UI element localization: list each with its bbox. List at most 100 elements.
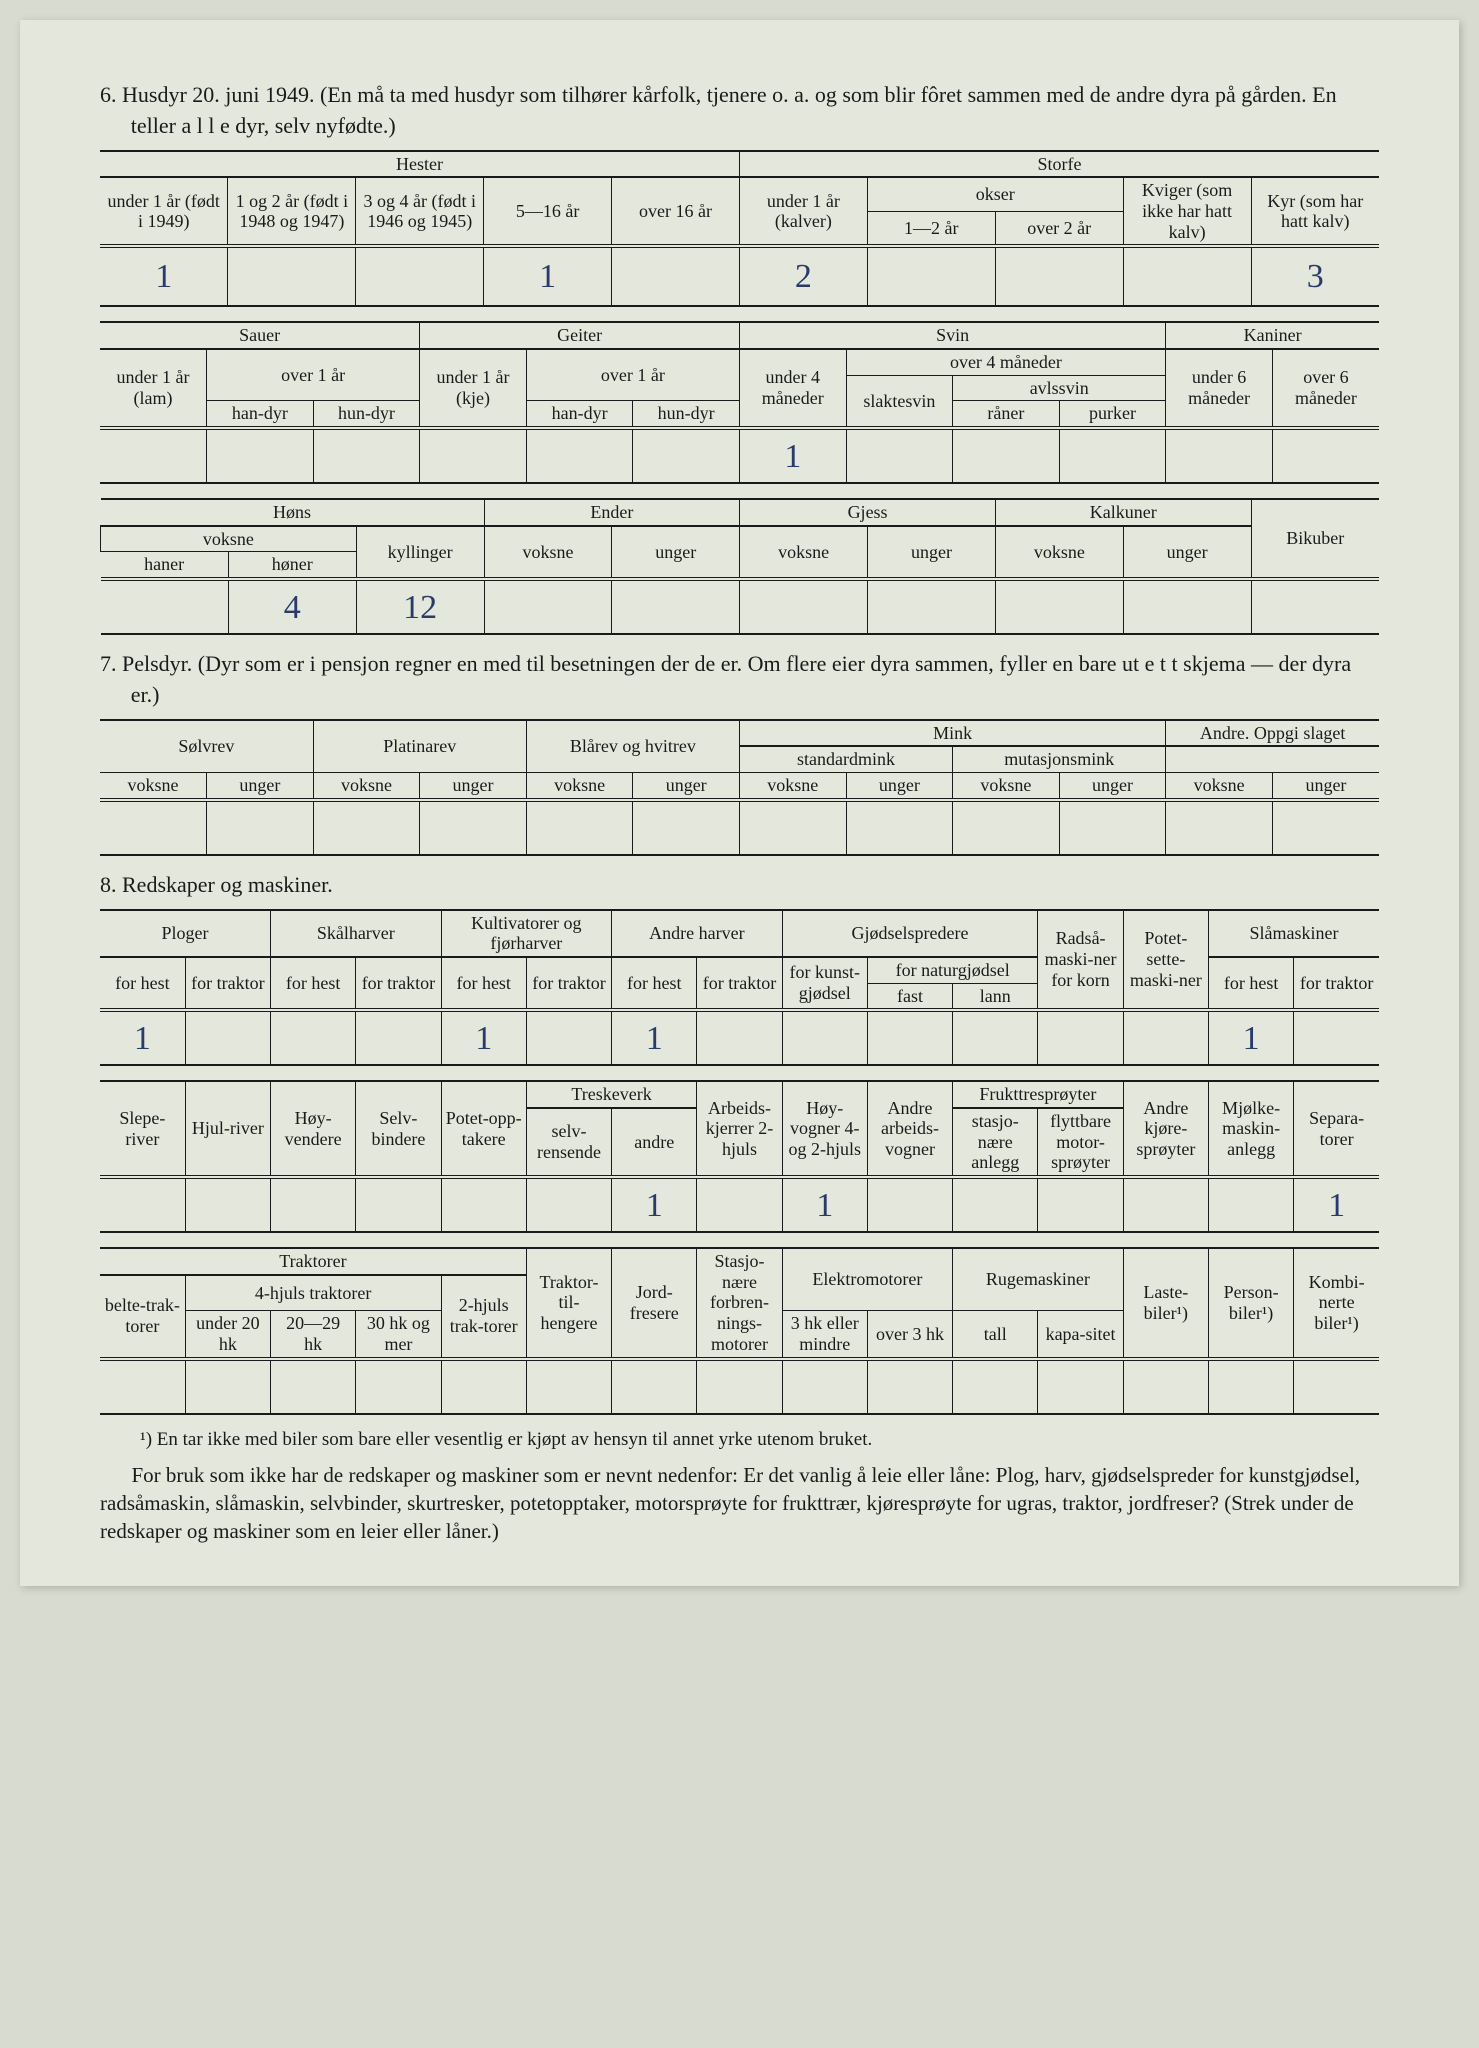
c-trak: for traktor [356,957,441,1010]
hdr-kalkuner: Kalkuner [995,499,1251,526]
g-andre: Andre harver [612,910,783,957]
ka-o6: over 6 måneder [1272,349,1379,428]
m-mut: mutasjonsmink [953,746,1166,772]
hdr-sauer: Sauer [100,322,420,349]
ge-han: han-dyr [526,401,633,428]
cell [846,800,953,855]
cell [313,428,420,483]
c-u: unger [633,773,740,800]
ho-vok: voksne [101,526,357,552]
fr-flytt: flyttbare motor-sprøyter [1038,1108,1123,1177]
g-ploger: Ploger [100,910,271,957]
s-okser-o2: over 2 år [995,211,1123,246]
c-pers: Person-biler¹) [1208,1248,1293,1358]
table-6a: Hester Storfe under 1 år (født i 1949) 1… [100,150,1379,308]
cell [271,1177,356,1232]
cell [100,1359,185,1414]
cell [1059,800,1166,855]
cell [953,1177,1038,1232]
cell [228,246,356,306]
cell [185,1359,270,1414]
c-v: voksne [100,773,207,800]
cell [953,1010,1038,1065]
cell: 1 [612,1010,697,1065]
s-kyr: Kyr (som har hatt kalv) [1251,177,1379,246]
ho-haner: haner [101,552,229,579]
ho-kyl: kyllinger [356,526,484,579]
cell [185,1010,270,1065]
b-treske: Treskeverk [526,1081,697,1108]
fr-stas: stasjo-nære anlegg [953,1108,1038,1177]
sa-han: han-dyr [207,401,314,428]
g-plat: Platinarev [313,720,526,773]
cell [697,1359,782,1414]
cell: 12 [356,579,484,634]
s-okser-12: 1—2 år [867,211,995,246]
cell [867,1010,952,1065]
s-u1: under 1 år (kalver) [739,177,867,246]
h-o16: over 16 år [612,177,740,246]
cell [867,1177,952,1232]
b-slepe: Slepe-river [100,1081,185,1177]
cell: 2 [739,246,867,306]
s-okser: okser [867,177,1123,211]
h-516: 5—16 år [484,177,612,246]
cell [271,1359,356,1414]
table-8b: Slepe-river Hjul-river Høy-vendere Selv-… [100,1080,1379,1233]
cell [1123,1177,1208,1232]
g-andre: Andre. Oppgi slaget [1166,720,1379,747]
gj-lann: lann [953,983,1038,1010]
cell [441,1177,526,1232]
c-v: voksne [526,773,633,800]
b-frukt: Frukttresprøyter [953,1081,1124,1108]
cell [953,800,1060,855]
sv-o4: over 4 måneder [846,349,1166,375]
blank [1166,746,1379,772]
hdr-svin: Svin [739,322,1165,349]
g-skal: Skålharver [271,910,442,957]
b-andv: Andre arbeids-vogner [867,1081,952,1177]
b-potet: Potet-opp-takere [441,1081,526,1177]
cell [1166,800,1273,855]
sv-u4: under 4 måneder [739,349,846,428]
cell: 1 [1208,1010,1293,1065]
cell [1294,1010,1379,1065]
hdr-ender: Ender [484,499,740,526]
g-radsa: Radså-maski-ner for korn [1038,910,1123,1011]
cell: 1 [100,1010,185,1065]
c-u: unger [846,773,953,800]
cell [782,1359,867,1414]
b-hoyv: Høy-vogner 4- og 2-hjuls [782,1081,867,1177]
sa-u1: under 1 år (lam) [100,349,207,428]
cell [420,800,527,855]
cell [100,1177,185,1232]
ka-u: unger [1123,526,1251,579]
hdr-storfe: Storfe [739,151,1379,178]
c-v: voksne [953,773,1060,800]
cell [420,428,527,483]
cell [356,1359,441,1414]
g-slaa: Slåmaskiner [1208,910,1379,957]
c-trak: for traktor [526,957,611,1010]
cell [441,1359,526,1414]
cell: 1 [484,246,612,306]
cell: 1 [1294,1177,1379,1232]
c-stas: Stasjo-nære forbren-nings-motorer [697,1248,782,1358]
gj-kunst: for kunst-gjødsel [782,957,867,1010]
c-hest: for hest [441,957,526,1010]
closing-paragraph: For bruk som ikke har de redskaper og ma… [100,1461,1379,1546]
document-page: 6. Husdyr 20. juni 1949. (En må ta med h… [20,20,1459,1586]
g-blaa: Blårev og hvitrev [526,720,739,773]
b-sep: Separa-torer [1294,1081,1379,1177]
b-mjolke: Mjølke-maskin-anlegg [1208,1081,1293,1177]
sv-avl: avlssvin [953,375,1166,401]
cell [207,428,314,483]
table-8a: Ploger Skålharver Kultivatorer og fjørha… [100,909,1379,1067]
table-6b: Sauer Geiter Svin Kaniner under 1 år (la… [100,321,1379,484]
c-30: 30 hk og mer [356,1311,441,1359]
cell [1038,1010,1123,1065]
c-jord: Jord-fresere [612,1248,697,1358]
cell [1208,1359,1293,1414]
cell [953,428,1060,483]
cell [100,800,207,855]
